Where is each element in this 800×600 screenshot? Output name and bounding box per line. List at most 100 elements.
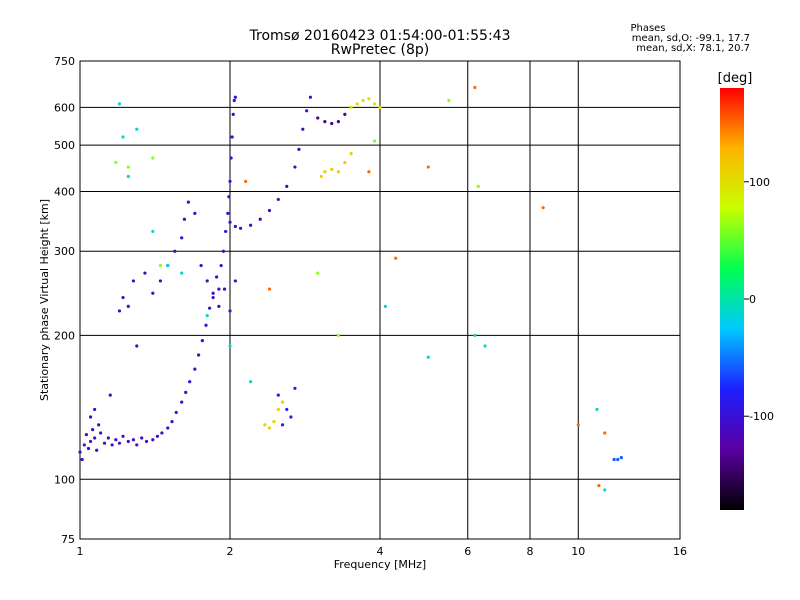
- data-point: [228, 309, 232, 313]
- chart-subtitle: RwPretec (8p): [331, 42, 429, 58]
- data-point: [193, 367, 197, 371]
- data-point: [227, 195, 231, 199]
- x-tick-label: 6: [464, 545, 471, 558]
- data-point: [158, 279, 163, 283]
- data-point: [336, 120, 340, 124]
- data-point: [603, 431, 607, 435]
- data-point: [155, 434, 160, 438]
- data-point: [293, 386, 297, 390]
- data-point: [226, 211, 230, 215]
- data-point: [343, 112, 347, 116]
- data-point: [166, 426, 170, 430]
- data-point: [174, 410, 178, 415]
- data-point: [276, 407, 280, 412]
- data-point: [336, 170, 340, 174]
- data-point: [193, 211, 197, 215]
- data-point: [88, 415, 93, 419]
- data-point: [117, 441, 122, 445]
- data-point: [336, 333, 340, 337]
- y-tick-label: 100: [54, 473, 75, 486]
- data-point: [293, 165, 297, 169]
- data-point: [173, 249, 177, 253]
- data-point: [95, 448, 99, 452]
- data-point: [222, 287, 227, 291]
- data-point: [217, 287, 221, 291]
- x-tick-label: 10: [571, 545, 585, 558]
- data-point: [135, 127, 139, 131]
- data-point: [93, 436, 97, 440]
- y-tick-label: 75: [61, 533, 75, 546]
- data-point: [447, 98, 451, 103]
- data-point: [205, 314, 209, 318]
- data-point: [205, 279, 209, 283]
- data-point: [108, 393, 112, 397]
- data-point: [211, 291, 215, 295]
- data-point: [316, 116, 320, 120]
- data-point: [224, 229, 228, 234]
- data-point: [121, 135, 125, 139]
- data-point: [126, 439, 130, 444]
- y-tick-label: 300: [54, 245, 75, 258]
- data-point: [301, 127, 305, 131]
- data-point: [232, 98, 236, 103]
- x-tick-label: 4: [377, 545, 384, 558]
- data-point: [151, 229, 155, 234]
- data-point: [221, 249, 226, 253]
- colorbar: [720, 88, 744, 510]
- data-point: [616, 457, 620, 462]
- data-point: [272, 420, 276, 424]
- data-point: [126, 174, 130, 179]
- data-point: [135, 344, 139, 348]
- data-point: [426, 355, 430, 359]
- data-point: [244, 179, 248, 183]
- data-point: [305, 109, 309, 113]
- data-point: [97, 423, 101, 427]
- data-point: [233, 279, 237, 283]
- data-point: [215, 275, 219, 279]
- y-tick-label: 500: [54, 139, 75, 152]
- data-point: [483, 344, 487, 348]
- colorbar-tick-label: 100: [749, 176, 770, 189]
- data-point: [267, 426, 272, 430]
- data-point: [229, 156, 233, 160]
- data-point: [117, 309, 122, 313]
- data-point: [233, 224, 237, 229]
- data-point: [228, 344, 232, 348]
- x-tick-label: 2: [227, 545, 234, 558]
- data-point: [541, 206, 545, 210]
- y-axis-label: Stationary phase Virtual Height [km]: [38, 199, 51, 401]
- data-point: [349, 152, 353, 156]
- data-point: [231, 112, 235, 116]
- x-tick-label: 16: [673, 545, 687, 558]
- y-tick-label: 750: [54, 55, 75, 68]
- data-point: [323, 170, 327, 174]
- data-point: [93, 407, 97, 412]
- data-point: [280, 423, 285, 427]
- data-point: [180, 236, 184, 240]
- data-point: [151, 156, 155, 160]
- data-point: [207, 306, 212, 310]
- data-point: [308, 95, 313, 99]
- data-point: [180, 400, 184, 404]
- data-point: [199, 263, 203, 268]
- data-point: [276, 197, 280, 202]
- data-point: [289, 415, 293, 419]
- x-axis-label: Frequency [MHz]: [334, 558, 426, 571]
- data-point: [86, 446, 91, 451]
- data-point: [330, 121, 334, 126]
- chart-title: Tromsø 20160423 01:54:00-01:55:43: [249, 28, 511, 44]
- data-point: [249, 223, 253, 227]
- data-point: [151, 438, 155, 442]
- phase-stats-title: Phases: [630, 23, 665, 34]
- phase-stats-x: mean, sd,X: 78.1, 20.7: [636, 43, 750, 54]
- data-point: [612, 457, 616, 462]
- data-point: [267, 208, 272, 213]
- data-point: [211, 295, 215, 300]
- data-point: [143, 271, 147, 275]
- data-point: [426, 165, 430, 169]
- data-point: [576, 423, 580, 427]
- y-tick-label: 200: [54, 329, 75, 342]
- data-point: [102, 441, 107, 445]
- data-point: [367, 170, 371, 174]
- data-point: [158, 263, 163, 268]
